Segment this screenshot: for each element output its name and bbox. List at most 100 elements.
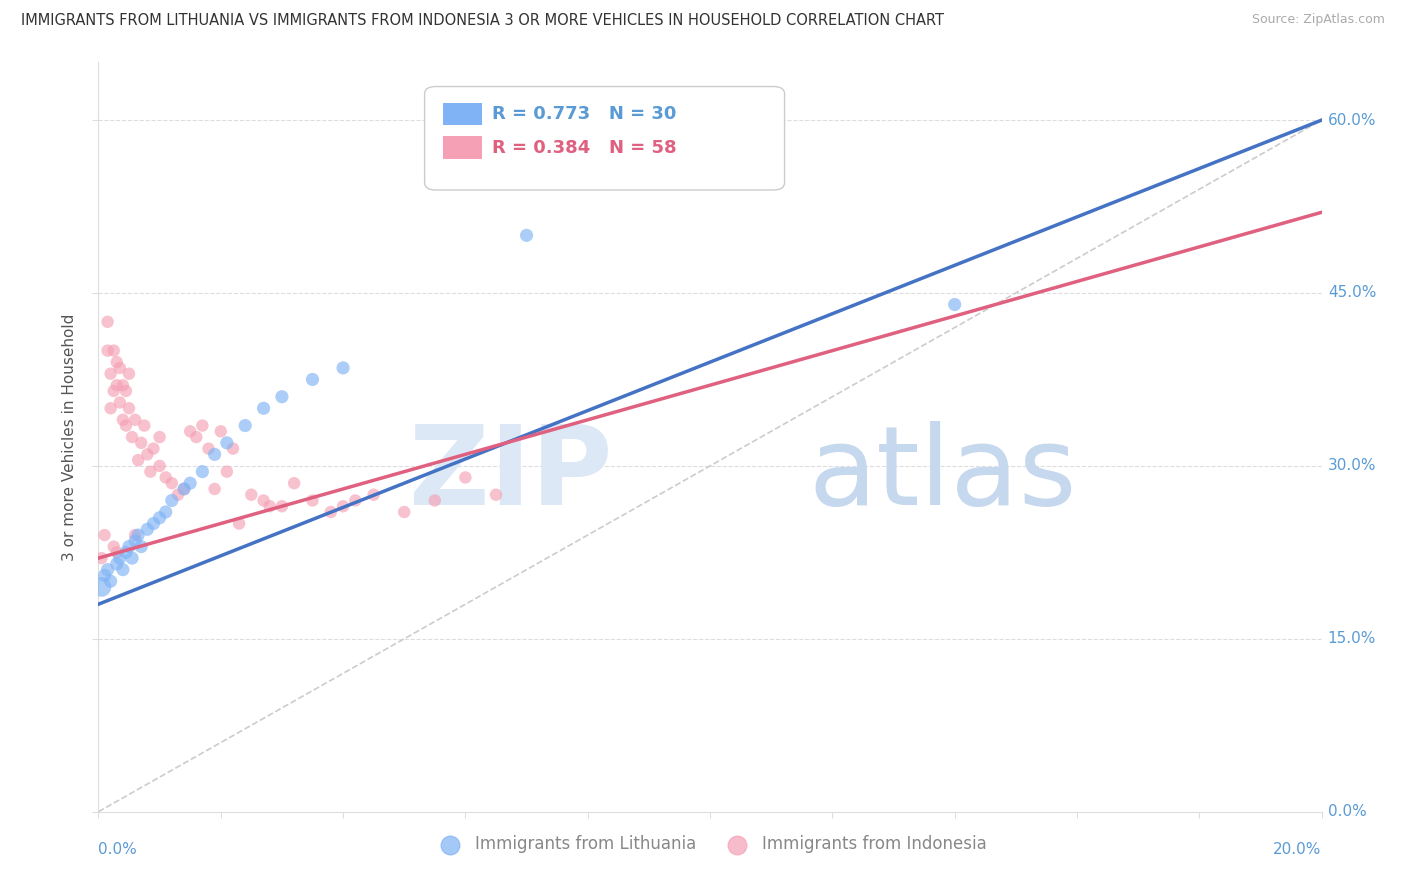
- Point: [149, 458, 172, 473]
- Point: [332, 360, 354, 375]
- Point: [90, 580, 112, 594]
- Point: [105, 378, 128, 392]
- Point: [134, 418, 156, 433]
- Text: atlas: atlas: [808, 421, 1077, 528]
- Point: [127, 528, 149, 542]
- Text: 15.0%: 15.0%: [1327, 632, 1376, 647]
- Point: [301, 493, 323, 508]
- Point: [121, 551, 143, 566]
- Text: IMMIGRANTS FROM LITHUANIA VS IMMIGRANTS FROM INDONESIA 3 OR MORE VEHICLES IN HOU: IMMIGRANTS FROM LITHUANIA VS IMMIGRANTS …: [21, 13, 943, 29]
- Point: [943, 297, 966, 311]
- Point: [204, 447, 226, 461]
- Point: [160, 476, 183, 491]
- Point: [252, 493, 274, 508]
- Point: [332, 500, 354, 514]
- Point: [100, 367, 122, 381]
- Point: [197, 442, 219, 456]
- Point: [155, 505, 177, 519]
- Point: [129, 435, 152, 450]
- Text: ZIP: ZIP: [409, 421, 612, 528]
- Point: [108, 360, 131, 375]
- Text: 60.0%: 60.0%: [1327, 112, 1376, 128]
- Point: [111, 563, 134, 577]
- Point: [222, 442, 245, 456]
- Point: [118, 540, 141, 554]
- Text: R = 0.384   N = 58: R = 0.384 N = 58: [492, 139, 676, 157]
- Text: 0.0%: 0.0%: [98, 842, 138, 857]
- Point: [149, 510, 172, 524]
- Point: [111, 378, 134, 392]
- Point: [103, 343, 125, 358]
- Point: [167, 488, 190, 502]
- Point: [173, 482, 195, 496]
- Point: [252, 401, 274, 416]
- Point: [136, 447, 159, 461]
- Point: [124, 413, 146, 427]
- Point: [516, 228, 538, 243]
- Point: [228, 516, 250, 531]
- Text: 20.0%: 20.0%: [1274, 842, 1322, 857]
- Point: [363, 488, 385, 502]
- Point: [270, 390, 294, 404]
- Point: [344, 493, 367, 508]
- Point: [209, 425, 232, 439]
- Point: [111, 413, 134, 427]
- Point: [215, 435, 238, 450]
- Point: [127, 453, 149, 467]
- Point: [100, 401, 122, 416]
- Point: [105, 355, 128, 369]
- Text: 30.0%: 30.0%: [1327, 458, 1376, 474]
- Point: [118, 367, 141, 381]
- Point: [115, 384, 138, 398]
- Legend: Immigrants from Lithuania, Immigrants from Indonesia: Immigrants from Lithuania, Immigrants fr…: [426, 829, 994, 860]
- Point: [103, 384, 125, 398]
- Point: [179, 425, 201, 439]
- Point: [121, 430, 143, 444]
- Point: [139, 465, 162, 479]
- Point: [97, 315, 120, 329]
- Point: [186, 430, 208, 444]
- Point: [160, 493, 183, 508]
- Point: [259, 500, 281, 514]
- Point: [191, 465, 214, 479]
- Point: [97, 343, 120, 358]
- Text: 0.0%: 0.0%: [1327, 805, 1367, 819]
- Y-axis label: 3 or more Vehicles in Household: 3 or more Vehicles in Household: [62, 313, 77, 561]
- Point: [485, 488, 508, 502]
- Point: [90, 551, 112, 566]
- Point: [240, 488, 263, 502]
- Point: [115, 545, 138, 559]
- Point: [129, 540, 152, 554]
- Text: 45.0%: 45.0%: [1327, 285, 1376, 301]
- Point: [173, 482, 195, 496]
- Point: [100, 574, 122, 589]
- Point: [319, 505, 342, 519]
- Point: [103, 540, 125, 554]
- Point: [142, 516, 165, 531]
- Point: [124, 533, 146, 548]
- Point: [115, 418, 138, 433]
- Point: [142, 442, 165, 456]
- Text: Source: ZipAtlas.com: Source: ZipAtlas.com: [1251, 13, 1385, 27]
- Point: [136, 522, 159, 536]
- Point: [215, 465, 238, 479]
- Point: [392, 505, 416, 519]
- Point: [93, 528, 115, 542]
- Point: [204, 482, 226, 496]
- Point: [301, 372, 323, 386]
- Point: [93, 568, 115, 582]
- Point: [179, 476, 201, 491]
- Point: [155, 470, 177, 484]
- Point: [108, 395, 131, 409]
- Point: [191, 418, 214, 433]
- Point: [454, 470, 477, 484]
- Point: [283, 476, 305, 491]
- Text: R = 0.773   N = 30: R = 0.773 N = 30: [492, 105, 676, 123]
- Point: [270, 500, 294, 514]
- Point: [97, 563, 120, 577]
- Point: [233, 418, 256, 433]
- Point: [108, 551, 131, 566]
- Point: [124, 528, 146, 542]
- Point: [105, 557, 128, 571]
- Point: [423, 493, 446, 508]
